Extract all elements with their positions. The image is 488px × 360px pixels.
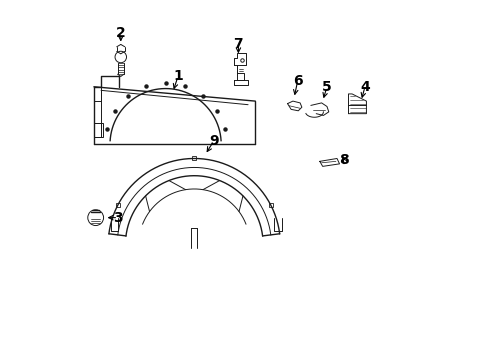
Text: 6: 6 xyxy=(292,75,302,89)
Text: 2: 2 xyxy=(116,26,125,40)
Text: 5: 5 xyxy=(322,80,331,94)
Bar xyxy=(94,123,102,137)
Text: 9: 9 xyxy=(209,134,219,148)
Text: 8: 8 xyxy=(339,153,348,167)
Text: 1: 1 xyxy=(173,69,183,83)
Text: 3: 3 xyxy=(113,211,123,225)
Text: 7: 7 xyxy=(233,37,243,51)
Text: 4: 4 xyxy=(359,80,369,94)
